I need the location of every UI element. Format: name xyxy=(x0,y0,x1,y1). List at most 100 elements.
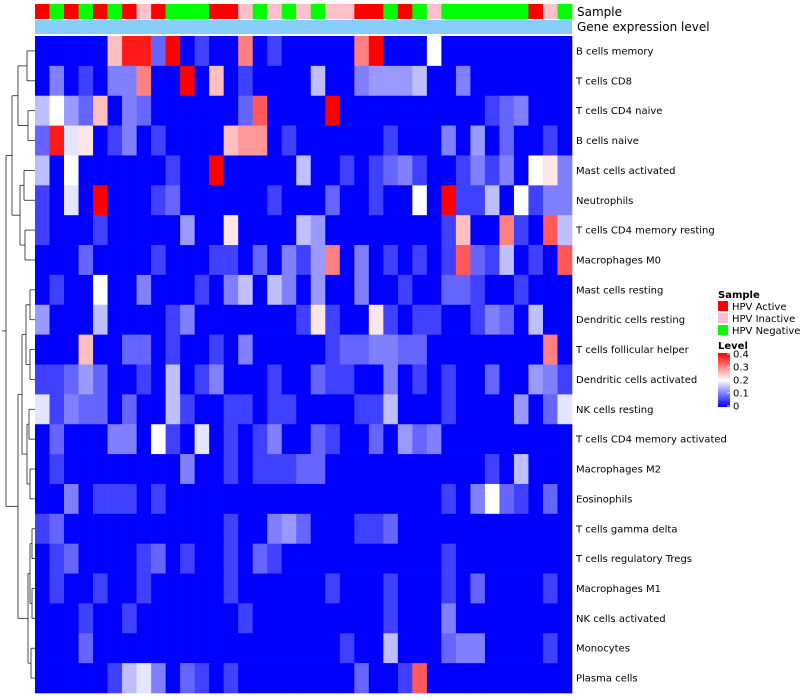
heatmap-cell xyxy=(223,543,239,574)
heatmap-cell xyxy=(397,513,413,544)
sample-annotation-cell xyxy=(542,4,558,19)
heatmap-cell xyxy=(528,483,544,515)
heatmap-cell xyxy=(35,394,50,425)
heatmap-cell xyxy=(180,95,195,126)
heatmap-cell xyxy=(368,633,384,664)
heatmap-cell xyxy=(310,394,326,425)
heatmap-cell xyxy=(267,36,283,67)
row-label: B cells naive xyxy=(576,136,639,147)
heatmap-cell xyxy=(151,663,166,694)
heatmap-cell xyxy=(383,543,399,574)
heatmap-cell xyxy=(281,364,297,395)
heatmap-cell xyxy=(455,95,471,126)
heatmap-cell xyxy=(267,424,283,455)
heatmap-cell xyxy=(513,394,529,425)
heatmap-cell xyxy=(296,185,312,216)
heatmap-cell xyxy=(107,454,123,485)
level-tick-label: 0.1 xyxy=(733,389,749,400)
heatmap-cell xyxy=(252,125,268,156)
heatmap-cell xyxy=(194,274,210,306)
heatmap-cell xyxy=(35,633,50,664)
heatmap-cell xyxy=(180,603,195,634)
heatmap-cell xyxy=(35,95,50,126)
heatmap-cell xyxy=(180,483,195,515)
heatmap-cell xyxy=(513,633,529,664)
heatmap-cell xyxy=(165,245,181,276)
heatmap-cell xyxy=(513,304,529,335)
heatmap-cell xyxy=(354,245,370,276)
heatmap-cell xyxy=(49,274,65,306)
heatmap-cell xyxy=(93,95,108,126)
heatmap-cell xyxy=(528,573,544,604)
heatmap-cell xyxy=(354,603,370,634)
sample-legend-swatch xyxy=(718,313,728,323)
sample-annotation-cell xyxy=(296,4,312,19)
heatmap-cell xyxy=(339,125,355,156)
sample-annotation-cell xyxy=(484,4,500,19)
heatmap-cell xyxy=(165,155,181,186)
heatmap-cell xyxy=(209,185,224,216)
heatmap-cell xyxy=(296,424,312,455)
heatmap-cell xyxy=(64,65,79,97)
heatmap-cell xyxy=(383,125,399,156)
heatmap-cell xyxy=(499,364,515,395)
heatmap-cell xyxy=(499,603,515,634)
heatmap-cell xyxy=(542,663,558,694)
heatmap-cell xyxy=(93,36,108,67)
heatmap-cell xyxy=(194,483,210,515)
heatmap-cell xyxy=(35,663,50,694)
heatmap-cell xyxy=(194,454,210,485)
heatmap-cell xyxy=(499,394,515,425)
sample-annotation-cell xyxy=(368,4,384,19)
heatmap-cell xyxy=(528,125,544,156)
heatmap-cell xyxy=(151,394,166,425)
heatmap-cell xyxy=(107,185,123,216)
heatmap-cell xyxy=(441,95,457,126)
heatmap-cell xyxy=(397,603,413,634)
heatmap-cell xyxy=(136,513,152,544)
heatmap-cell xyxy=(412,603,428,634)
heatmap-cell xyxy=(470,513,486,544)
heatmap-cell xyxy=(397,663,413,694)
heatmap-cell xyxy=(542,36,558,67)
row-label: Eosinophils xyxy=(576,494,632,505)
heatmap-cell xyxy=(267,65,283,97)
heatmap-cell xyxy=(557,215,573,246)
heatmap-cell xyxy=(339,155,355,186)
heatmap-cell xyxy=(412,304,428,335)
heatmap-cell xyxy=(339,274,355,306)
heatmap-cell xyxy=(542,274,558,306)
heatmap-cell xyxy=(499,245,515,276)
heatmap-cell xyxy=(397,573,413,604)
heatmap-cell xyxy=(310,454,326,485)
heatmap-cell xyxy=(310,65,326,97)
heatmap-cell xyxy=(368,155,384,186)
heatmap-cell xyxy=(281,304,297,335)
heatmap-cell xyxy=(64,663,79,694)
heatmap-cell xyxy=(513,245,529,276)
sample-annotation-cell xyxy=(499,4,515,19)
heatmap-cell xyxy=(513,334,529,365)
heatmap-cell xyxy=(267,215,283,246)
row-label: T cells follicular helper xyxy=(575,345,690,356)
heatmap-cell xyxy=(455,633,471,664)
heatmap-cell xyxy=(151,304,166,335)
heatmap-cell xyxy=(470,364,486,395)
sample-legend-label: HPV Negative xyxy=(732,326,800,337)
row-label: Monocytes xyxy=(576,644,630,655)
row-label: NK cells resting xyxy=(576,405,653,416)
heatmap-cell xyxy=(151,274,166,306)
heatmap-cell xyxy=(426,36,442,67)
heatmap-cell xyxy=(267,454,283,485)
heatmap-cell xyxy=(194,65,210,97)
heatmap-cell xyxy=(35,543,50,574)
heatmap-cell xyxy=(325,304,341,335)
heatmap-cell xyxy=(325,125,341,156)
heatmap-cell xyxy=(513,95,529,126)
heatmap-cell xyxy=(267,185,283,216)
heatmap-cell xyxy=(441,36,457,67)
heatmap-cell xyxy=(513,215,529,246)
heatmap-cell xyxy=(252,95,268,126)
heatmap-cell xyxy=(64,454,79,485)
heatmap-cell xyxy=(368,364,384,395)
